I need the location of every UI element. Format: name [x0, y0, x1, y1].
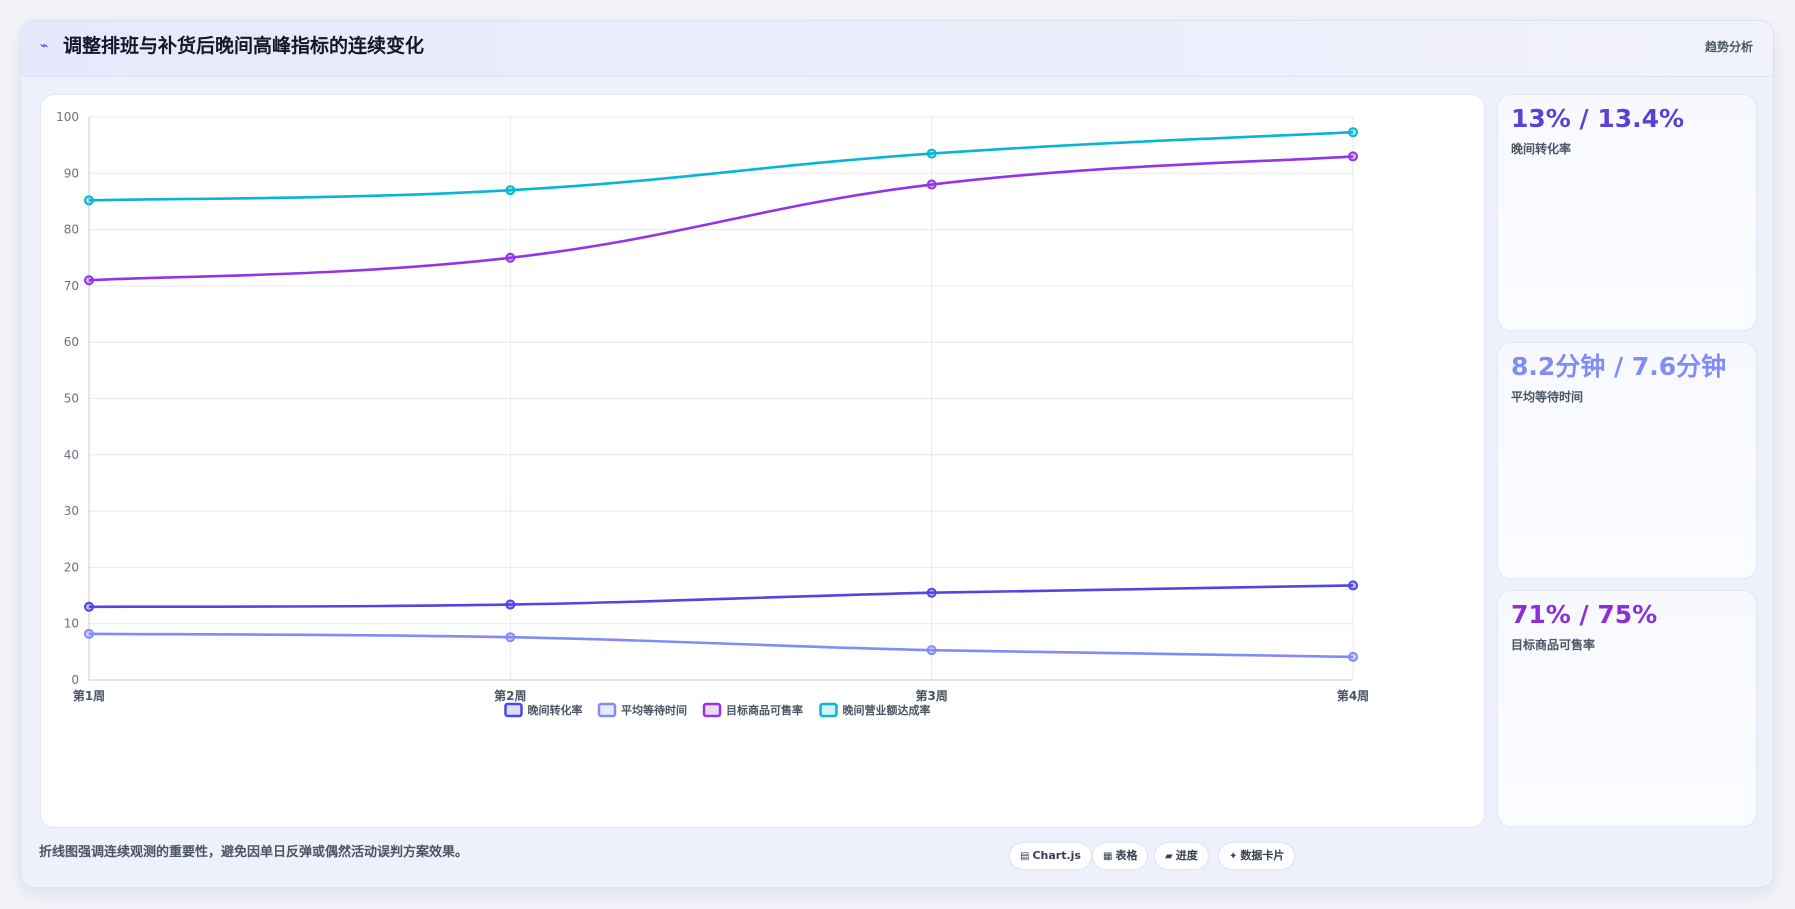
y-tick-label: 80 — [64, 223, 79, 237]
data-point — [926, 645, 937, 656]
dashboard-card: ⌁ 调整排班与补货后晚间高峰指标的连续变化 趋势分析 0 10 20 30 40 50 60… — [20, 20, 1774, 888]
data-point — [505, 185, 516, 196]
series-line-4 — [88, 130, 1354, 202]
y-tick-label: 40 — [64, 448, 79, 462]
chip-progress[interactable]: ▰ 进度 — [1154, 842, 1209, 870]
legend-label: 晚间营业额达成率 — [843, 703, 931, 717]
y-tick-label: 50 — [64, 392, 79, 406]
kpi-card-availability: 71% / 75% 目标商品可售率 — [1497, 590, 1757, 827]
y-tick-label: 30 — [64, 504, 79, 518]
series-line-3 — [88, 155, 1354, 282]
kpi-card-conversion: 13% / 13.4% 晚间转化率 — [1497, 94, 1757, 331]
y-tick-label: 10 — [64, 617, 79, 631]
chip-table[interactable]: ▦ 表格 — [1092, 842, 1149, 870]
trend-icon: ⌁ — [40, 38, 49, 54]
data-point — [1348, 151, 1358, 162]
x-tick-label: 第3周 — [915, 688, 947, 703]
table-icon: ▦ — [1103, 851, 1113, 862]
line-chart-panel: 0 10 20 30 40 50 60 70 80 90 100 第1周 第2周 第3周 第4周晚间转化率 平… — [40, 94, 1485, 828]
data-point — [1348, 651, 1358, 662]
series-line-1 — [88, 584, 1354, 609]
legend-label: 目标商品可售率 — [726, 703, 803, 717]
x-tick-label: 第4周 — [1337, 688, 1369, 703]
footer-note: 折线图强调连续观测的重要性，避免因单日反弹或偶然活动误判方案效果。 — [39, 845, 469, 860]
y-tick-label: 0 — [71, 673, 79, 687]
series-line-2 — [88, 632, 1354, 659]
data-point — [1348, 580, 1358, 591]
legend-label: 晚间转化率 — [528, 703, 583, 717]
data-point — [1348, 127, 1358, 138]
y-tick-label: 70 — [64, 279, 79, 293]
data-point — [84, 195, 94, 206]
kpi-label: 目标商品可售率 — [1511, 638, 1596, 652]
chip-label: 表格 — [1115, 849, 1138, 862]
progress-icon: ▰ — [1165, 851, 1173, 862]
y-tick-label: 100 — [56, 110, 79, 124]
kpi-label: 平均等待时间 — [1511, 390, 1584, 404]
kpi-label: 晚间转化率 — [1511, 142, 1572, 156]
data-point — [84, 601, 94, 612]
legend-swatch — [597, 702, 617, 718]
y-tick-label: 60 — [64, 335, 79, 349]
chip-label: 数据卡片 — [1240, 849, 1285, 862]
kpi-value: 13% / 13.4% — [1511, 104, 1685, 133]
chip-label: Chart.js — [1032, 849, 1081, 862]
chip-label: 进度 — [1175, 849, 1198, 862]
data-point — [926, 179, 937, 190]
trend-analysis-badge: 趋势分析 — [1704, 40, 1753, 54]
kpi-value: 8.2分钟 / 7.6分钟 — [1511, 352, 1727, 381]
data-point — [84, 628, 94, 639]
data-point — [505, 599, 516, 610]
data-point — [505, 632, 516, 643]
chart-icon: ▤ — [1020, 851, 1030, 862]
chip-data-cards[interactable]: ✦ 数据卡片 — [1218, 842, 1296, 870]
data-point — [926, 148, 937, 159]
y-tick-label: 20 — [64, 560, 79, 574]
x-tick-label: 第2周 — [494, 688, 526, 703]
legend-swatch — [819, 702, 838, 718]
data-point — [505, 252, 516, 263]
x-tick-label: 第1周 — [73, 688, 105, 703]
legend-swatch — [504, 702, 523, 718]
legend-swatch — [702, 702, 722, 718]
sparkle-icon: ✦ — [1229, 851, 1238, 862]
chip-chartjs[interactable]: ▤ Chart.js — [1009, 842, 1092, 870]
kpi-card-wait-time: 8.2分钟 / 7.6分钟 平均等待时间 — [1497, 342, 1757, 579]
data-point — [84, 275, 94, 286]
legend-label: 平均等待时间 — [621, 703, 687, 717]
page-title: 调整排班与补货后晚间高峰指标的连续变化 — [63, 35, 425, 57]
y-tick-label: 90 — [64, 166, 79, 180]
card-header: ⌁ 调整排班与补货后晚间高峰指标的连续变化 趋势分析 — [21, 21, 1773, 77]
kpi-value: 71% / 75% — [1511, 600, 1658, 629]
data-point — [926, 587, 937, 598]
